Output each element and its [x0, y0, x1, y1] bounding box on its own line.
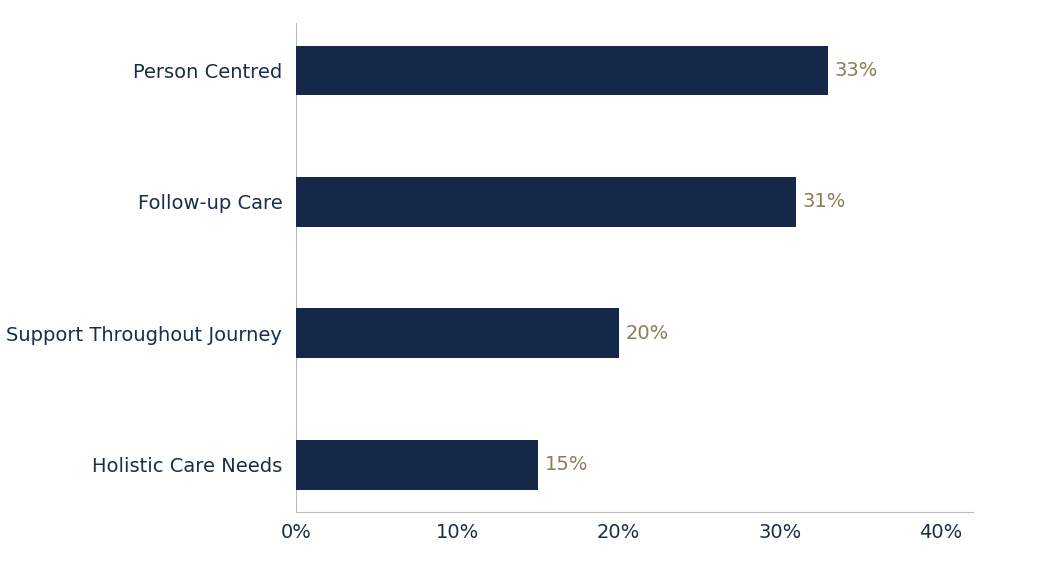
Bar	[296, 45, 828, 95]
Bar	[296, 440, 539, 490]
Text: 31%: 31%	[802, 193, 845, 211]
Text: 33%: 33%	[835, 61, 878, 80]
Bar	[296, 308, 619, 359]
Text: 15%: 15%	[545, 456, 588, 474]
Bar	[296, 177, 796, 227]
Text: 20%: 20%	[625, 324, 669, 343]
